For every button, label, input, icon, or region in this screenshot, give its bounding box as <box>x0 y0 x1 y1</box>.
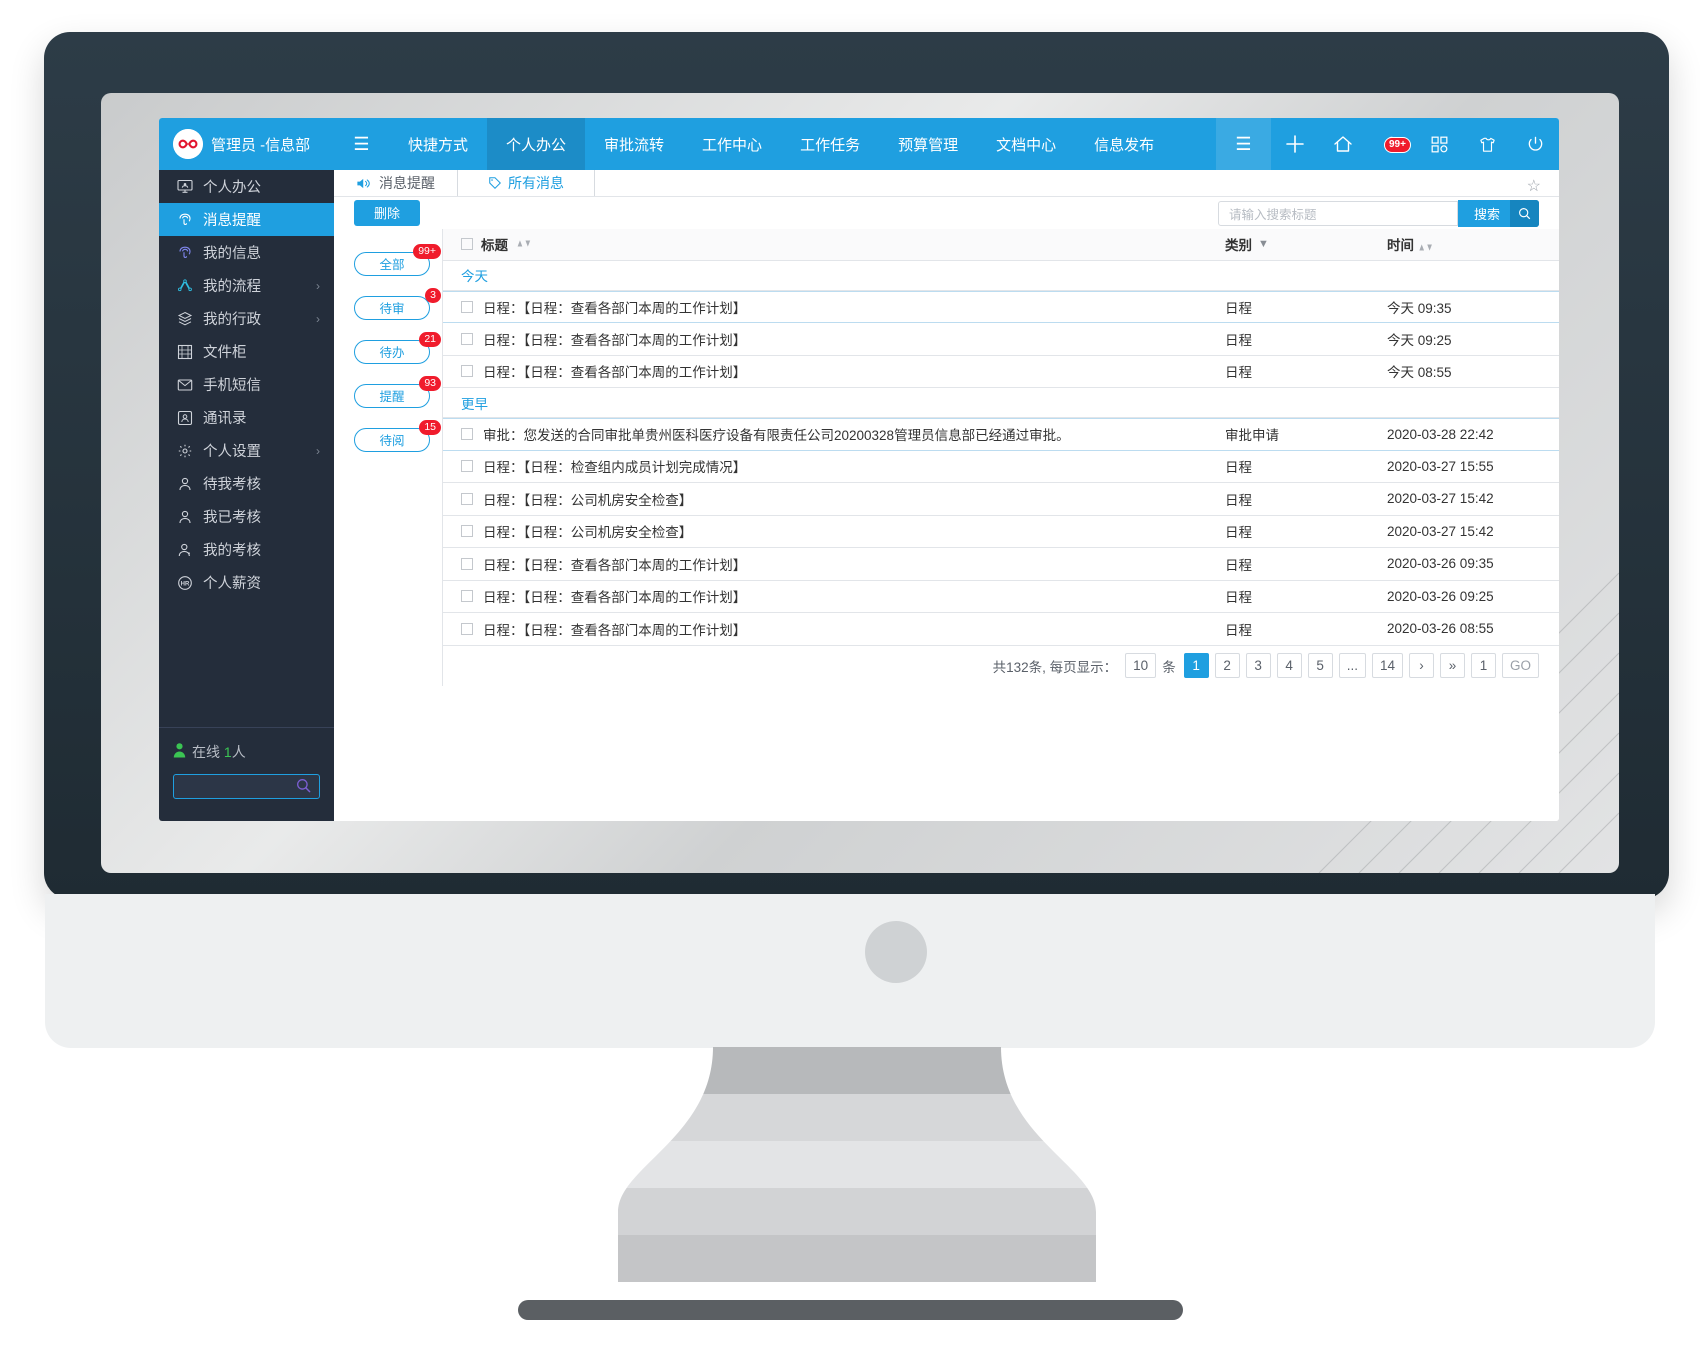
svg-text:HR: HR <box>181 581 190 587</box>
